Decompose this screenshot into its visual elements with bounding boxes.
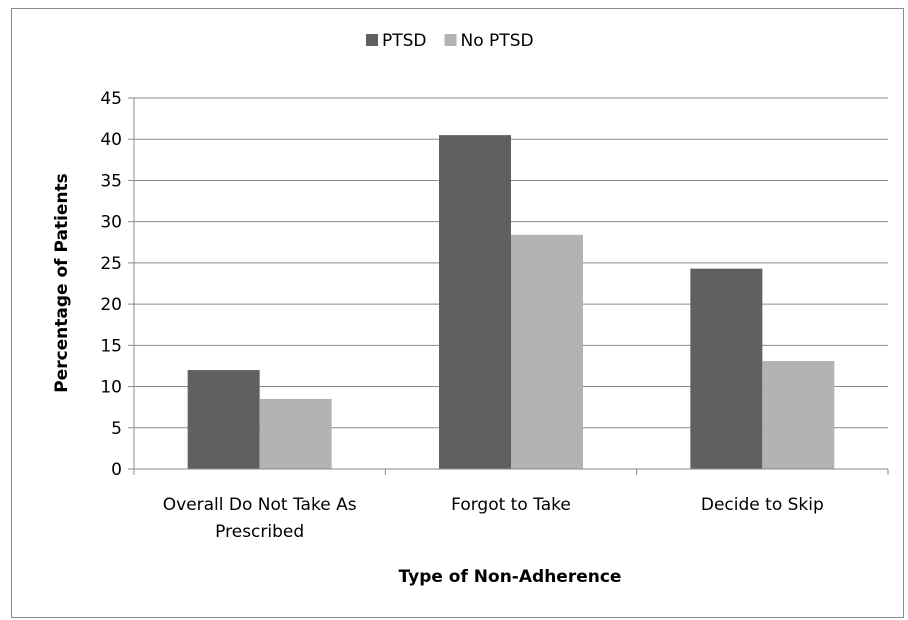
- y-tick-label: 25: [100, 254, 122, 274]
- bar-no-ptsd: [259, 398, 332, 469]
- x-category-label: Forgot to Take: [451, 495, 571, 515]
- legend: PTSD No PTSD: [366, 31, 534, 51]
- legend-label: No PTSD: [461, 31, 534, 51]
- bar-ptsd: [690, 268, 763, 469]
- bars: [187, 135, 835, 469]
- y-tick-label: 40: [100, 130, 122, 150]
- bar-ptsd: [187, 370, 260, 469]
- bar-no-ptsd: [762, 360, 835, 469]
- x-category-label: Overall Do Not Take As: [163, 495, 357, 515]
- y-tick-labels: 0 5 10 15 20 25 30 35 40 45: [100, 89, 122, 480]
- y-tick-label: 0: [111, 460, 122, 480]
- legend-label: PTSD: [382, 31, 427, 51]
- x-category-label: Prescribed: [215, 522, 304, 542]
- legend-swatch: [444, 34, 457, 46]
- x-axis-title: Type of Non-Adherence: [399, 567, 622, 587]
- bar-ptsd: [439, 135, 511, 469]
- y-tick-label: 15: [100, 336, 122, 356]
- axes: [128, 97, 889, 475]
- legend-swatch: [366, 34, 378, 46]
- y-tick-label: 20: [100, 295, 122, 315]
- y-axis-title: Percentage of Patients: [52, 173, 72, 393]
- y-tick-label: 35: [100, 171, 122, 191]
- y-tick-label: 45: [100, 89, 122, 109]
- x-category-labels: Overall Do Not Take As Prescribed Forgot t…: [163, 495, 824, 542]
- x-category-label: Decide to Skip: [701, 495, 824, 515]
- y-tick-label: 10: [100, 378, 122, 398]
- y-tick-label: 30: [100, 213, 122, 233]
- y-tick-label: 5: [111, 419, 122, 439]
- bar-no-ptsd: [511, 234, 583, 469]
